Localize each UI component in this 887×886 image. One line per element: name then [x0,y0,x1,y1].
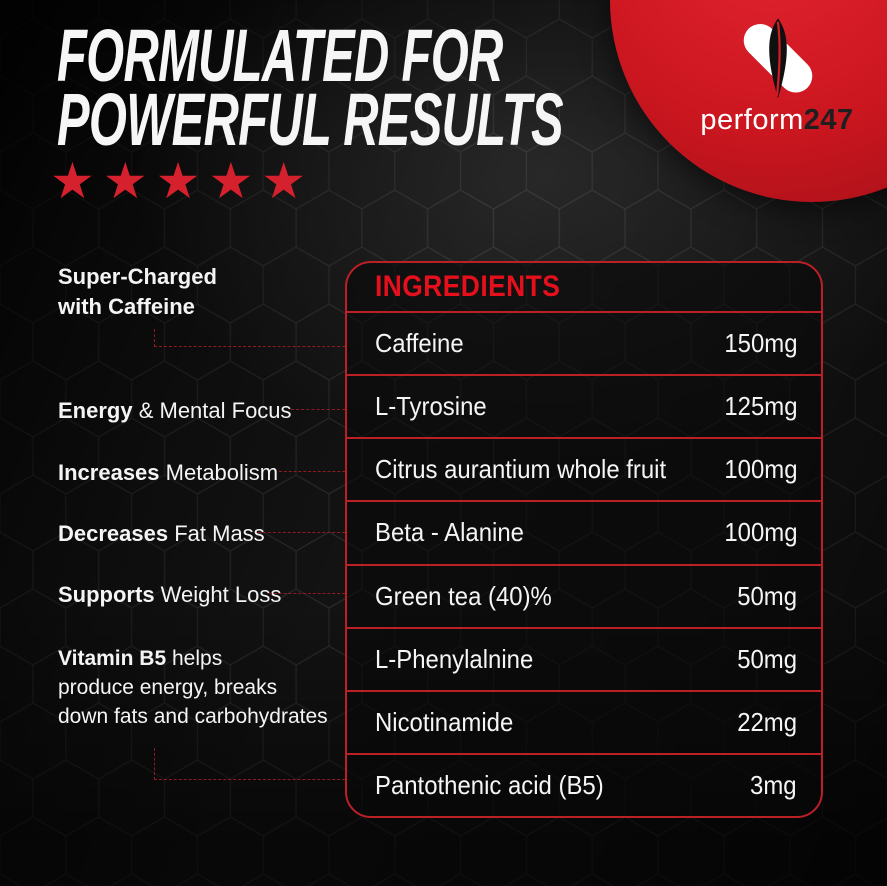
benefit-label: Increases Metabolism [58,458,278,488]
benefit-label-regular: helps produce energy, breaks down fats a… [58,647,328,728]
benefit-label-regular: Weight Loss [154,582,282,607]
ingredient-name: Pantothenic acid (B5) [375,769,604,800]
ingredient-name: Caffeine [375,328,464,359]
ingredient-name: L-Tyrosine [375,391,487,422]
table-row: Caffeine 150mg [347,313,821,377]
rating-stars: ★★★★★ [50,152,315,210]
benefit-label-bold: Super-Charged with Caffeine [58,264,217,319]
benefit-label: Super-Charged with Caffeine [58,262,217,322]
benefit-label-regular: Metabolism [159,460,279,485]
ingredient-amount: 100mg [723,454,797,485]
ingredients-table: INGREDIENTS Caffeine 150mg L-Tyrosine 12… [345,261,823,818]
benefit-label-regular: Fat Mass [168,521,265,546]
table-row: L-Phenylalnine 50mg [347,629,821,692]
table-header: INGREDIENTS [347,263,821,313]
benefit-label-bold: Vitamin B5 [58,647,167,670]
ingredient-name: Beta - Alanine [375,517,524,548]
ingredient-amount: 150mg [723,328,797,359]
ingredient-amount: 50mg [737,580,797,611]
capsule-leaf-icon [743,18,813,99]
ingredient-name: L-Phenylalnine [375,643,534,674]
ingredient-name: Nicotinamide [375,706,514,737]
table-row: Citrus aurantium whole fruit 100mg [347,439,821,503]
table-row: Green tea (40)% 50mg [347,566,821,629]
page-title-line1: FORMULATED FOR [57,14,503,97]
table-row: Pantothenic acid (B5) 3mg [347,755,821,816]
benefit-label-bold: Decreases [58,521,169,546]
ingredient-amount: 3mg [750,769,797,800]
ingredient-amount: 22mg [737,706,797,737]
brand-name-dark: 247 [803,104,854,136]
page-title-line2: POWERFUL RESULTS [57,78,564,161]
ingredient-amount: 125mg [723,391,797,422]
table-row: Nicotinamide 22mg [347,692,821,755]
benefit-label: Vitamin B5 helps produce energy, breaks … [58,644,328,731]
benefit-label-bold: Supports [58,582,155,607]
table-row: Beta - Alanine 100mg [347,502,821,566]
benefit-label-bold: Energy [58,398,133,423]
table-row: L-Tyrosine 125mg [347,376,821,440]
benefit-label-regular: & Mental Focus [132,398,292,423]
ingredient-amount: 100mg [723,517,797,548]
table-header-label: INGREDIENTS [375,270,561,303]
benefit-label: Decreases Fat Mass [58,519,265,549]
ingredient-amount: 50mg [737,643,797,674]
brand-name-light: perform [700,104,804,136]
benefit-label: Energy & Mental Focus [58,396,292,426]
benefit-label-bold: Increases [58,460,160,485]
brand-wordmark: perform247 [652,104,887,137]
ingredient-name: Green tea (40)% [375,580,552,611]
ingredient-name: Citrus aurantium whole fruit [375,454,667,485]
benefit-label: Supports Weight Loss [58,580,281,610]
page-title: FORMULATED FOR POWERFUL RESULTS [57,14,564,161]
